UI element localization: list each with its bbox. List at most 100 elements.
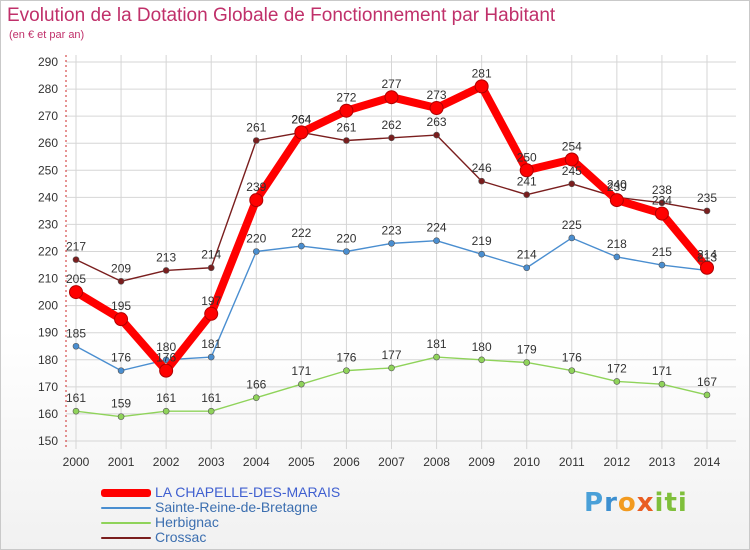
data-label: 220 (336, 232, 356, 246)
data-label: 262 (381, 118, 401, 132)
data-label: 264 (291, 112, 311, 126)
data-label: 159 (111, 397, 131, 411)
data-point (613, 253, 621, 261)
data-point (474, 79, 489, 94)
x-tick-label: 2011 (559, 455, 585, 469)
x-tick-label: 2006 (333, 455, 360, 469)
data-point (162, 267, 170, 274)
x-tick-label: 2009 (468, 455, 495, 469)
data-label: 180 (472, 340, 492, 354)
data-label: 166 (246, 378, 266, 392)
legend-label-1: Sainte-Reine-de-Bretagne (155, 499, 318, 515)
data-label: 238 (652, 183, 672, 197)
x-tick-label: 2005 (288, 455, 315, 469)
data-label: 180 (156, 340, 176, 354)
proxiti-logo: Proxiti (584, 488, 688, 518)
data-label: 161 (201, 391, 221, 405)
y-tick-label: 260 (38, 136, 58, 150)
data-label: 177 (381, 348, 401, 362)
data-point (252, 137, 260, 144)
x-tick-label: 2004 (243, 455, 270, 469)
data-label: 239 (246, 180, 266, 194)
data-point (429, 101, 444, 116)
data-point (523, 264, 531, 272)
x-tick-label: 2013 (649, 455, 676, 469)
x-tick-label: 2012 (604, 455, 631, 469)
data-point (700, 260, 714, 275)
data-point (658, 199, 666, 207)
data-label: 250 (517, 150, 537, 164)
data-point (204, 306, 219, 321)
y-tick-label: 210 (38, 272, 58, 286)
legend-label-3: Crossac (155, 529, 207, 545)
data-label: 176 (336, 351, 356, 365)
data-label: 197 (201, 294, 221, 308)
data-label: 261 (246, 121, 266, 135)
legend-swatch-3 (101, 537, 151, 539)
data-label: 239 (607, 180, 627, 194)
data-point (69, 285, 83, 300)
y-tick-label: 160 (38, 407, 58, 421)
data-label: 161 (66, 391, 86, 405)
y-tick-label: 150 (38, 434, 58, 448)
data-label: 263 (427, 115, 447, 129)
data-point (478, 250, 485, 258)
data-label: 254 (562, 139, 582, 153)
data-label: 235 (697, 191, 717, 205)
data-label: 209 (111, 261, 131, 275)
data-label: 220 (246, 232, 266, 246)
x-tick-label: 2002 (153, 455, 180, 469)
data-point (658, 261, 666, 269)
legend-label-0: LA CHAPELLE-DES-MARAIS (155, 484, 341, 500)
y-tick-label: 170 (38, 380, 58, 394)
data-label: 167 (697, 375, 717, 389)
data-label: 217 (66, 240, 86, 254)
data-point (433, 131, 440, 139)
data-point (117, 367, 125, 374)
data-label: 161 (156, 391, 176, 405)
data-label: 185 (66, 326, 86, 340)
data-point (523, 359, 531, 366)
y-tick-label: 250 (38, 163, 58, 177)
data-point (207, 407, 215, 415)
data-point (658, 380, 666, 388)
y-tick-label: 180 (38, 353, 58, 367)
data-label: 273 (427, 88, 447, 102)
data-point (294, 125, 309, 140)
legend-swatch-1 (101, 507, 151, 509)
data-point (72, 407, 80, 415)
data-point (72, 342, 80, 350)
x-tick-label: 2000 (63, 455, 90, 469)
data-point (609, 193, 624, 208)
data-label: 225 (562, 218, 582, 232)
chart-title: Evolution de la Dotation Globale de Fonc… (7, 5, 556, 26)
data-label: 171 (652, 364, 672, 378)
data-label: 240 (607, 177, 627, 191)
data-point (433, 353, 440, 361)
y-tick-label: 200 (38, 299, 58, 313)
legend-swatch-0 (101, 489, 151, 497)
data-point (613, 378, 621, 385)
data-point (568, 367, 576, 374)
data-label: 172 (607, 361, 627, 375)
data-point (117, 277, 125, 285)
data-label: 179 (517, 342, 537, 356)
x-tick-label: 2007 (378, 455, 405, 469)
y-tick-label: 230 (38, 217, 58, 231)
x-tick-label: 2014 (694, 455, 721, 469)
data-point (159, 363, 174, 378)
data-label: 214 (697, 248, 717, 262)
data-label: 241 (517, 175, 537, 189)
data-label: 224 (427, 221, 447, 235)
data-point (478, 356, 485, 364)
data-label: 213 (156, 250, 176, 264)
data-point (388, 240, 395, 247)
data-point (249, 193, 264, 208)
y-tick-label: 290 (38, 55, 58, 69)
data-point (519, 163, 534, 178)
data-label: 281 (472, 66, 492, 80)
y-tick-label: 190 (38, 326, 58, 340)
data-label: 261 (336, 121, 356, 135)
data-label: 214 (517, 248, 537, 262)
